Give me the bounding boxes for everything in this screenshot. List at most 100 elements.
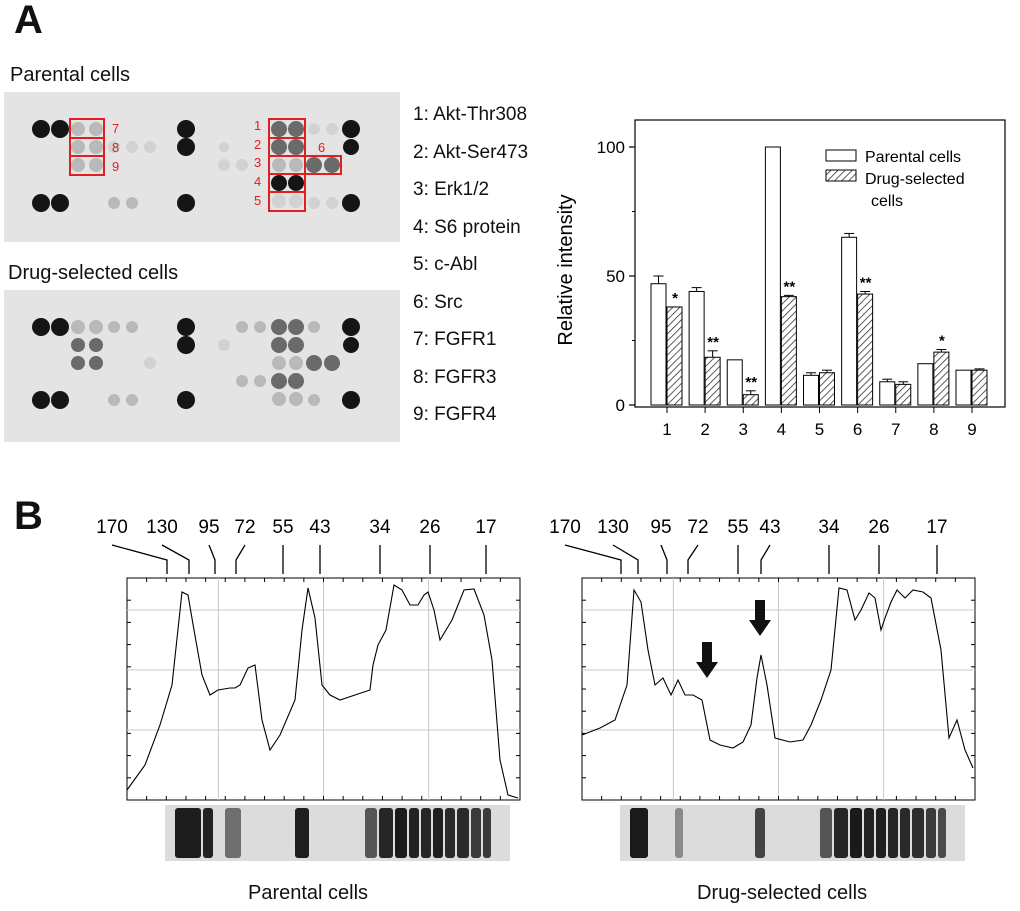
array-spot (144, 141, 156, 153)
box-label-3: 3 (254, 155, 261, 170)
array-spot (272, 356, 286, 370)
mw-leader-line (687, 544, 699, 574)
array-spot (32, 318, 50, 336)
y-tick-label: 100 (597, 138, 625, 157)
array-spot (108, 321, 120, 333)
mw-leader-line (760, 544, 771, 574)
array-spot (308, 394, 320, 406)
mw-leader-line (111, 544, 168, 574)
array-spot (236, 321, 248, 333)
array-spot (71, 356, 85, 370)
array-spot (177, 194, 195, 212)
legend-item-3: 3: Erk1/2 (413, 179, 490, 200)
mw-marker-label: 72 (234, 517, 255, 538)
gel-band (471, 808, 481, 858)
array-spot (51, 194, 69, 212)
array-spot (177, 138, 195, 156)
mw-marker-label: 130 (146, 517, 178, 538)
mw-marker-label: 170 (549, 517, 581, 538)
x-tick-label: 9 (967, 420, 976, 439)
gel-band (433, 808, 443, 858)
gel-band (675, 808, 683, 858)
array-spot (271, 319, 287, 335)
array-spot (89, 356, 103, 370)
array-spot (236, 375, 248, 387)
array-spot (108, 394, 120, 406)
mw-marker-label: 95 (650, 517, 671, 538)
array-spot (51, 120, 69, 138)
mw-marker-label: 130 (597, 517, 629, 538)
array-spot (71, 320, 85, 334)
array-spot (71, 140, 85, 154)
mw-leader-line (161, 544, 190, 574)
array-spot (177, 336, 195, 354)
array-spot (308, 197, 320, 209)
significance-marker: * (672, 290, 678, 307)
array-spot (89, 122, 103, 136)
mw-marker-label: 34 (818, 517, 840, 538)
parental-bar (688, 290, 705, 406)
box-label-2: 2 (254, 137, 261, 152)
gel-band (912, 808, 924, 858)
array-spot (289, 158, 303, 172)
x-tick-label: 3 (739, 420, 748, 439)
drug-selected-bar (704, 356, 721, 406)
array-spot (126, 321, 138, 333)
x-tick-label: 8 (929, 420, 938, 439)
mw-marker-label: 26 (419, 517, 440, 538)
drug-selected-gel-caption: Drug-selected cells (697, 882, 868, 904)
mw-marker-label: 34 (369, 517, 391, 538)
box-label-7: 7 (112, 121, 119, 136)
array-spot (288, 319, 304, 335)
array-spot (89, 140, 103, 154)
array-spot (108, 197, 120, 209)
box-label-5: 5 (254, 193, 261, 208)
drug-selected-densitometry: 170 130 95 72 55 43 34 26 17 (549, 517, 976, 861)
array-spot (342, 120, 360, 138)
legend-label: Drug-selected (865, 171, 965, 188)
array-spot (219, 142, 229, 152)
parental-bar (726, 359, 743, 406)
array-spot (144, 357, 156, 369)
gel-band (864, 808, 874, 858)
array-spot (271, 175, 287, 191)
mw-leader-line (612, 544, 639, 574)
legend-item-2: 2: Akt-Ser473 (413, 141, 529, 163)
array-spot (51, 391, 69, 409)
drug-selected-bar (857, 293, 874, 406)
mw-marker-label: 95 (198, 517, 219, 538)
array-spot (254, 321, 266, 333)
mw-marker-label: 170 (96, 517, 128, 538)
mw-marker-label: 17 (475, 517, 496, 538)
array-spot (177, 318, 195, 336)
parental-bar (764, 146, 781, 406)
legend-item-4: 4: S6 protein (413, 216, 521, 238)
mw-leader-line (564, 544, 622, 574)
array-spot (71, 122, 85, 136)
box-rows-7-9 (69, 118, 105, 176)
array-spot (343, 139, 359, 155)
gel-band (834, 808, 848, 858)
array-spot (288, 175, 304, 191)
array-spot (324, 355, 340, 371)
parental-bar (841, 236, 858, 406)
x-tick-label: 1 (662, 420, 671, 439)
array-spot (32, 194, 50, 212)
array-spot (272, 194, 286, 208)
box-label-4: 4 (254, 174, 261, 189)
mw-marker-label: 55 (272, 517, 293, 538)
array-spot (126, 141, 138, 153)
y-tick-label: 0 (616, 396, 625, 415)
array-spot (306, 355, 322, 371)
mw-leader-line (235, 544, 246, 574)
drug-selected-bar (742, 394, 759, 406)
array-spot (126, 197, 138, 209)
gel-band (395, 808, 407, 858)
down-arrow-icon (696, 642, 718, 678)
array-spot (218, 339, 230, 351)
array-spot (272, 392, 286, 406)
array-spot (177, 120, 195, 138)
parental-antibody-array: 7 8 9 1 2 3 4 5 6 (4, 92, 400, 242)
array-spot (108, 141, 120, 153)
